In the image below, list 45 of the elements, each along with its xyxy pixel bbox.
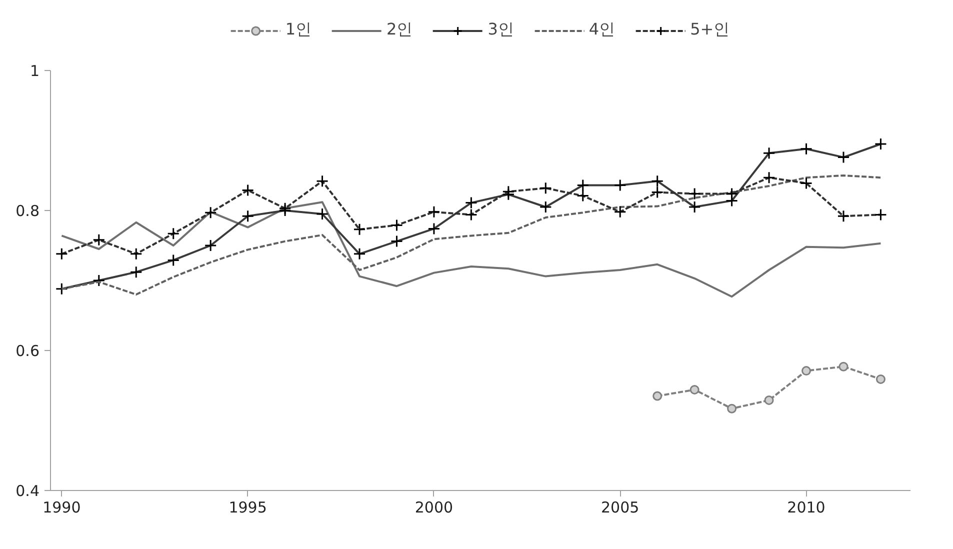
point: [242, 184, 254, 196]
point: [802, 366, 812, 376]
point: [764, 395, 774, 405]
point: [876, 374, 886, 384]
point: [837, 210, 850, 222]
point: [539, 182, 552, 194]
point: [428, 206, 440, 218]
y-tick-label: 1: [30, 62, 40, 80]
point: [652, 391, 662, 401]
point: [55, 248, 68, 260]
point: [167, 227, 180, 240]
point: [502, 185, 515, 198]
legend-label: 4인: [588, 20, 616, 40]
y-tick-label: 0.4: [16, 482, 40, 500]
point: [464, 208, 478, 221]
point: [390, 218, 403, 232]
y-tick-label: 0.8: [16, 202, 40, 220]
point: [762, 171, 776, 184]
point: [316, 174, 329, 188]
x-tick-label: 2010: [787, 498, 826, 516]
point: [690, 384, 700, 394]
legend-label: 3인: [488, 20, 514, 40]
point: [353, 223, 366, 236]
y-tick-label: 0.6: [16, 342, 40, 360]
x-tick-label: 2000: [414, 498, 454, 516]
point: [614, 206, 626, 218]
point: [92, 234, 106, 246]
legend-label: 5+인: [690, 20, 730, 40]
line-series: [60, 201, 882, 298]
point: [800, 176, 813, 190]
point: [651, 186, 664, 199]
legend-label: 1인: [285, 20, 312, 40]
point: [726, 187, 738, 200]
line-series: [60, 174, 882, 296]
legend-label: 2인: [386, 20, 413, 40]
point: [204, 206, 217, 219]
x-tick-label: 1990: [42, 498, 81, 516]
point: [874, 208, 887, 221]
point: [688, 187, 701, 200]
point: [838, 362, 848, 372]
x-tick-label: 2005: [601, 498, 640, 516]
point: [727, 404, 737, 414]
point: [130, 248, 142, 260]
x-tick-label: 1995: [228, 498, 267, 516]
point: [576, 190, 590, 202]
